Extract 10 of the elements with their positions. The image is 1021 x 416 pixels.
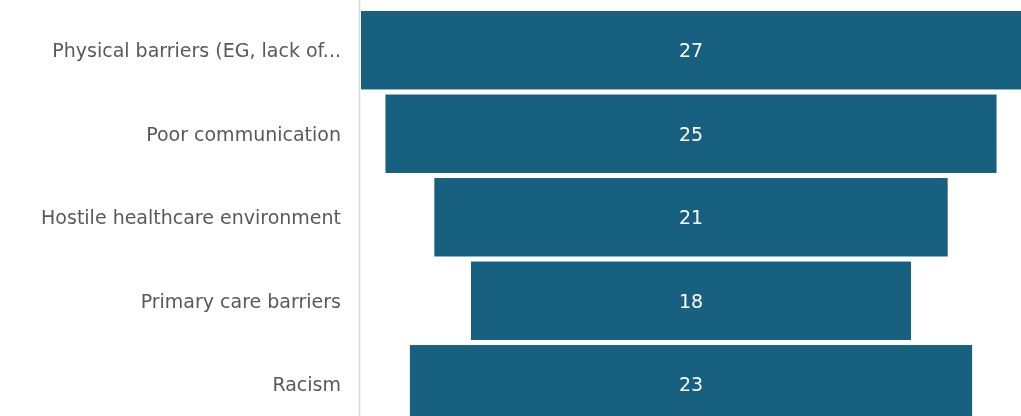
category-label: Hostile healthcare environment <box>41 206 341 229</box>
category-label: Racism <box>272 373 341 396</box>
data-label: 21 <box>678 206 704 229</box>
category-label: Poor communication <box>146 122 341 145</box>
category-label: Physical barriers (EG, lack of... <box>52 39 341 62</box>
data-label: 18 <box>678 289 704 312</box>
category-label: Primary care barriers <box>140 289 341 312</box>
data-label: 27 <box>678 39 704 62</box>
data-label: 23 <box>678 373 704 396</box>
data-label: 25 <box>678 122 704 145</box>
